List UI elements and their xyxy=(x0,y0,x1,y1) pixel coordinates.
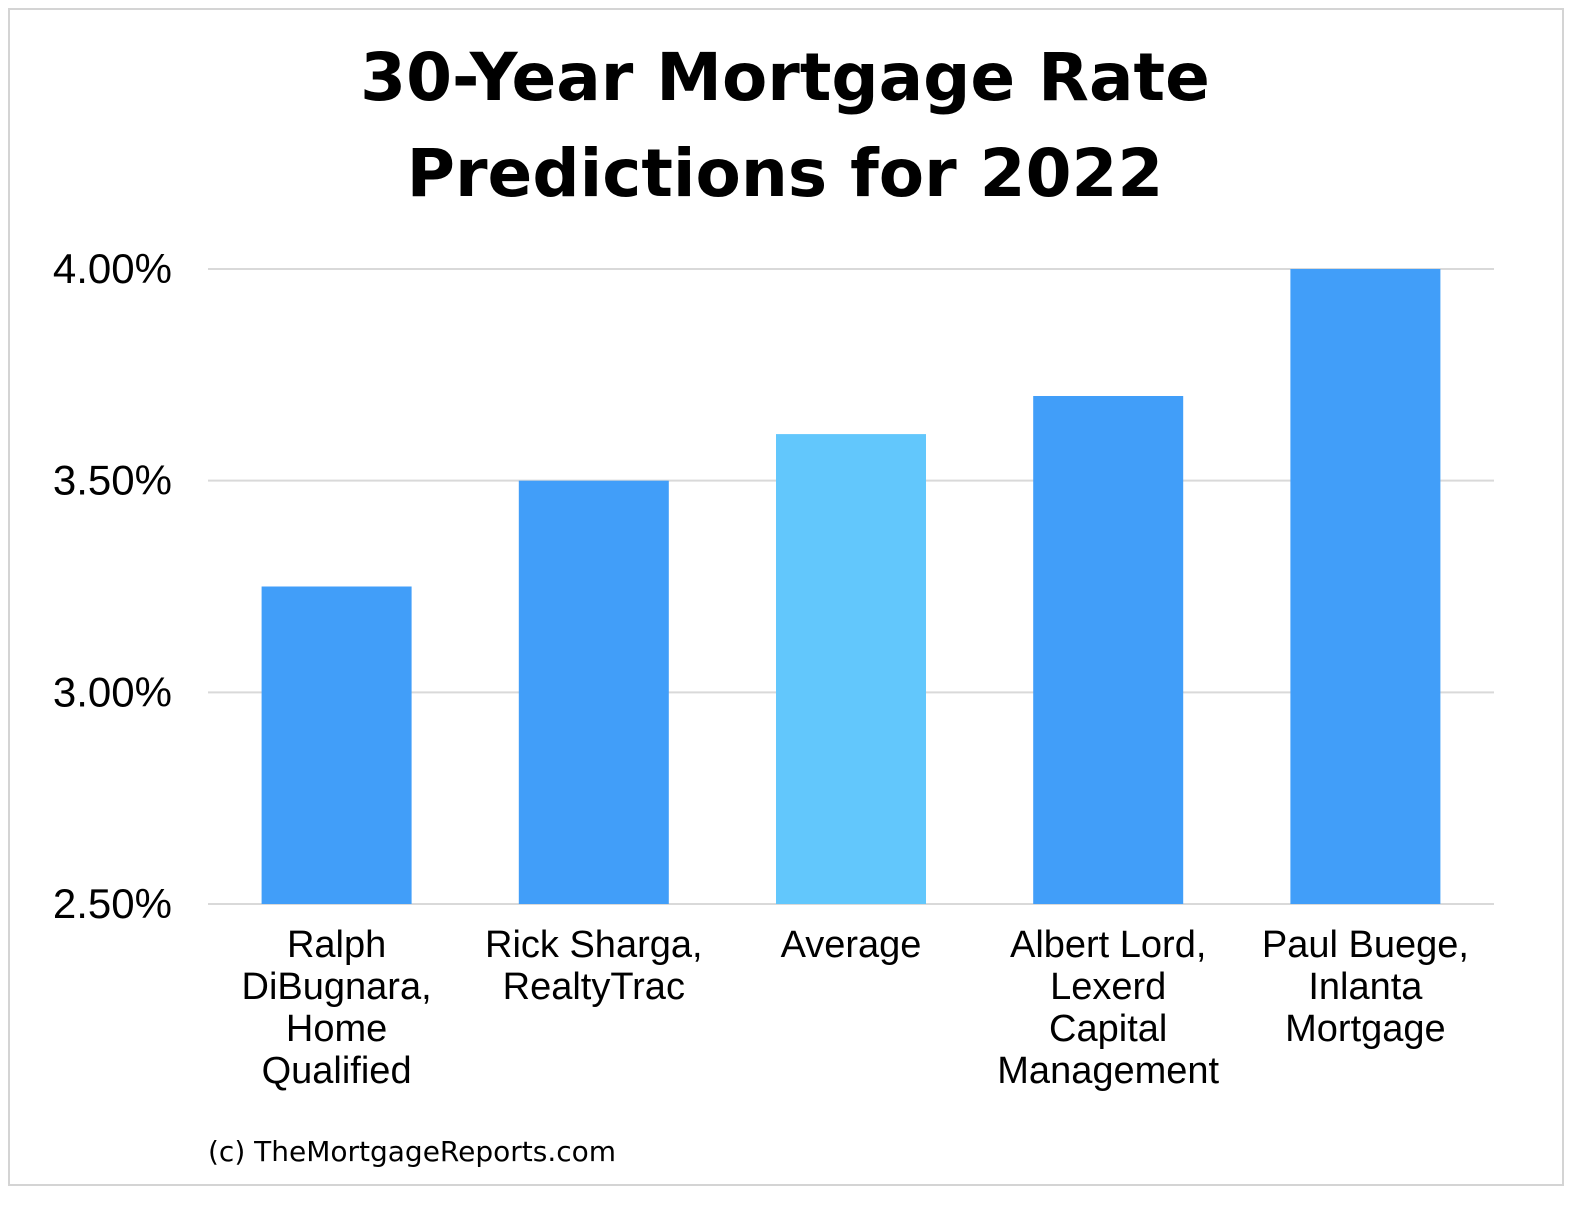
x-category-label-0-line-2: Home xyxy=(286,1008,387,1050)
y-tick-label-3: 4.00% xyxy=(53,245,172,292)
x-category-label-1: Rick Sharga, RealtyTrac xyxy=(485,924,703,1008)
bar-1 xyxy=(518,480,669,904)
x-category-label-4-line-0: Paul Buege, xyxy=(1262,924,1469,966)
bars xyxy=(261,269,1441,904)
x-category-label-2-line-0: Average xyxy=(781,924,922,966)
x-category-label-0-line-3: Qualified xyxy=(262,1050,412,1092)
chart-title-line-1: 30-Year Mortgage Rate xyxy=(360,39,1210,116)
source-credit: (c) TheMortgageReports.com xyxy=(208,1135,617,1168)
chart-title-line-2: Predictions for 2022 xyxy=(406,135,1164,212)
x-category-label-3: Albert Lord, Lexerd Capital Management xyxy=(997,924,1219,1092)
bar-3 xyxy=(1033,396,1184,904)
x-category-label-1-line-0: Rick Sharga, xyxy=(485,924,703,966)
chart-title: 30-Year Mortgage Rate Predictions for 20… xyxy=(0,30,1570,222)
x-category-label-0-line-1: DiBugnara, xyxy=(242,966,432,1008)
x-category-label-2: Average xyxy=(781,924,922,966)
bar-0 xyxy=(261,586,412,904)
x-category-label-0-line-0: Ralph xyxy=(287,924,386,966)
x-category-label-3-line-0: Albert Lord, xyxy=(1010,924,1206,966)
bar-2 xyxy=(776,434,926,904)
bar-4 xyxy=(1290,269,1441,904)
y-tick-label-2: 3.50% xyxy=(53,457,172,504)
x-category-label-3-line-1: Lexerd xyxy=(1050,966,1166,1008)
x-category-label-4-line-2: Mortgage xyxy=(1285,1008,1446,1050)
x-category-label-4-line-1: Inlanta xyxy=(1308,966,1423,1008)
x-axis-category-labels: Ralph DiBugnara, Home Qualified Rick Sharga,… xyxy=(242,924,1469,1092)
y-axis-tick-labels: 2.50% 3.00% 3.50% 4.00% xyxy=(53,245,172,927)
x-category-label-1-line-1: RealtyTrac xyxy=(503,966,685,1008)
x-category-label-4: Paul Buege, Inlanta Mortgage xyxy=(1262,924,1469,1050)
y-tick-label-1: 3.00% xyxy=(53,668,172,715)
x-category-label-0: Ralph DiBugnara, Home Qualified xyxy=(242,924,432,1092)
x-category-label-3-line-2: Capital xyxy=(1049,1008,1167,1050)
y-tick-label-0: 2.50% xyxy=(53,880,172,927)
x-category-label-3-line-3: Management xyxy=(997,1050,1219,1092)
